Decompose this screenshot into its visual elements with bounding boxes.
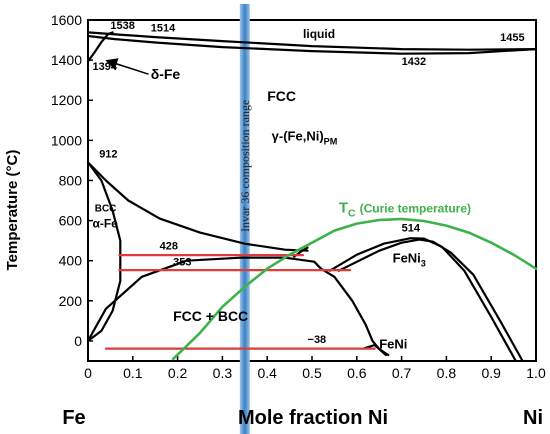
annotation-label: 1455 <box>500 32 524 44</box>
phase-boundary-line <box>328 237 517 363</box>
annotations-layer: 1538 1514 1394 δ-Fe liquid 1455 1432 FCC γ-(Fe,N… <box>92 20 524 352</box>
x-end-label-right: Ni <box>523 407 543 429</box>
phase-boundary-line <box>86 256 323 342</box>
invar-band-label: Invar 36 composition range <box>238 100 252 232</box>
y-tick-label: 600 <box>59 213 83 229</box>
phase-boundary-line <box>337 238 524 363</box>
x-tick-label: 0 <box>84 365 92 381</box>
y-tick-label: 1400 <box>51 52 82 68</box>
curie-temperature-line <box>171 217 538 361</box>
annotation-label: liquid <box>303 27 335 41</box>
invar-band <box>239 4 250 434</box>
x-tick-label: 0.8 <box>437 365 457 381</box>
annotation-label: FeNi3 <box>393 251 426 269</box>
annotation-label: 514 <box>402 223 421 235</box>
annotation-label: 912 <box>99 148 117 160</box>
annotation-label: δ-Fe <box>151 66 181 82</box>
annotation-label: TC (Curie temperature) <box>339 200 471 220</box>
x-tick-label: 0.9 <box>481 365 501 381</box>
annotation-label: γ-(Fe,Ni)PM <box>272 128 338 146</box>
y-tick-label: 400 <box>59 253 83 269</box>
phase-boundary-line <box>86 31 114 63</box>
delta-fe-arrow <box>105 58 149 75</box>
y-tick-label: 1600 <box>51 12 82 28</box>
phase-boundary-line <box>319 267 387 357</box>
annotation-label: α-Fe <box>92 217 118 231</box>
invar-band-layer: Invar 36 composition range <box>238 4 252 434</box>
y-tick-label: 200 <box>59 293 83 309</box>
y-tick-label: 0 <box>74 333 82 349</box>
annotation-label: 1514 <box>151 23 176 35</box>
x-tick-label: 0.6 <box>347 365 367 381</box>
annotation-label: 1394 <box>92 61 117 73</box>
y-axis-title: Temperature (°C) <box>4 150 21 271</box>
axes: 0 0.1 0.2 0.3 0.4 0.5 0.6 0.7 0.8 0.9 1.0 0 200 400 60… <box>51 12 546 381</box>
axis-labels: Temperature (°C) Mole fraction Ni Fe Ni <box>4 150 543 429</box>
x-tick-label: 0.1 <box>123 365 143 381</box>
annotation-label: 1432 <box>402 56 426 68</box>
series-layer <box>86 31 538 363</box>
x-tick-label: 0.7 <box>392 365 412 381</box>
y-tick-label: 800 <box>59 172 83 188</box>
x-tick-label: 0.2 <box>168 365 188 381</box>
annotation-label: FCC <box>267 88 296 104</box>
phase-boundary-line <box>86 34 538 55</box>
y-tick-label: 1000 <box>51 132 82 148</box>
annotation-label: −38 <box>308 334 327 346</box>
phase-boundary-line <box>362 343 390 357</box>
x-tick-label: 0.5 <box>302 365 322 381</box>
annotation-label: 428 <box>160 241 178 253</box>
annotation-label: 353 <box>173 257 191 269</box>
x-end-label-left: Fe <box>62 407 85 429</box>
y-tick-label: 1200 <box>51 92 82 108</box>
annotation-label: 1538 <box>110 20 134 32</box>
annotation-label: FeNi <box>379 337 407 352</box>
phase-boundary-line <box>86 161 309 252</box>
annotation-label: BCC <box>95 204 117 215</box>
annotation-label: FCC + BCC <box>173 308 248 324</box>
x-tick-label: 0.3 <box>213 365 233 381</box>
x-tick-label: 1.0 <box>526 365 546 381</box>
phase-boundary-line <box>86 31 538 51</box>
phase-boundary-line <box>86 161 122 342</box>
x-axis-title: Mole fraction Ni <box>238 407 388 429</box>
x-tick-label: 0.4 <box>257 365 277 381</box>
